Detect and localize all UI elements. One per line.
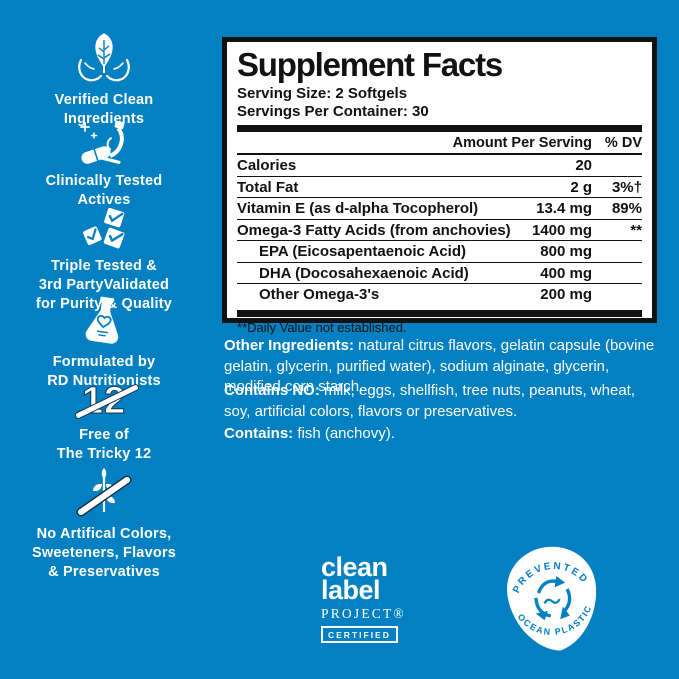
column-header-dv: % DV: [604, 135, 642, 151]
clean-label-certified-badge: CERTIFIED: [321, 626, 398, 643]
table-row-epa: EPA (Eicosapentaenoic Acid) 800 mg: [237, 240, 642, 262]
contains-label: Contains:: [224, 425, 294, 442]
clean-label-project-logo: clean label PROJECT® CERTIFIED: [321, 552, 406, 643]
sidebar-label-clinically-tested: Clinically Tested Actives: [45, 173, 163, 208]
clean-label-line1: clean: [321, 552, 388, 582]
sidebar-item-tricky-12: 12 Free of The Tricky 12: [0, 381, 208, 464]
sidebar-label-formulated-by: Formulated by RD Nutritionists: [47, 354, 161, 389]
divider-thick-top: [237, 125, 642, 132]
recycling-arrows-icon: [534, 579, 572, 618]
row-name: DHA (Docosahexaenoic Acid): [259, 264, 469, 282]
table-row-dha: DHA (Docosahexaenoic Acid) 400 mg: [237, 261, 642, 284]
row-name: Omega-3 Fatty Acids (from anchovies): [237, 221, 511, 239]
sidebar-item-no-artificial: No Artifical Colors, Sweeteners, Flavors…: [0, 464, 208, 582]
row-amount: 400 mg: [540, 264, 592, 282]
hands-leaf-icon: [78, 33, 130, 82]
contains-text: fish (anchovy).: [293, 425, 395, 442]
dv-footnote: **Daily Value not established.: [237, 319, 407, 335]
crossed-12-icon: 12: [73, 381, 140, 422]
other-ingredients-paragraph: Other Ingredients: natural citrus flavor…: [224, 336, 662, 398]
badge-shape: [507, 546, 597, 651]
row-amount: 20: [575, 157, 592, 174]
row-amount: 13.4 mg: [536, 200, 592, 217]
table-row-calories: Calories 20: [237, 155, 642, 176]
contains-no-label: Contains NO:: [224, 382, 320, 399]
no-wheat-icon: [76, 468, 132, 517]
row-dv: 89%: [611, 200, 642, 217]
row-name: Other Omega-3's: [259, 286, 380, 303]
row-dv: **: [630, 221, 642, 239]
row-amount: 200 mg: [540, 286, 592, 303]
row-name: EPA (Eicosapentaenoic Acid): [259, 243, 466, 260]
sidebar-label-no-artificial: No Artifical Colors, Sweeteners, Flavors…: [31, 526, 177, 580]
sidebar-item-formulated-by: Formulated by RD Nutritionists: [0, 294, 208, 391]
prevented-ocean-plastic-badge: PREVENTED OCEAN PLASTIC: [507, 546, 597, 651]
microscope-icon: [80, 120, 125, 164]
contains-no-paragraph: Contains NO: milk, eggs, shellfish, tree…: [224, 381, 662, 422]
row-amount: 1400 mg: [531, 221, 592, 239]
supplement-facts-title: Supplement Facts: [237, 46, 503, 83]
clean-label-line2: label: [321, 575, 381, 605]
column-header-amount: Amount Per Serving: [452, 135, 592, 151]
divider-thick-bottom: [237, 309, 642, 317]
recycling-arrowheads: [535, 575, 570, 621]
flask-heart-icon: [85, 296, 119, 344]
table-row-total-fat: Total Fat 2 g 3%†: [237, 175, 642, 198]
triple-check-icon: [83, 207, 125, 249]
serving-size: Serving Size: 2 Softgels: [237, 85, 408, 102]
sidebar-label-triple-tested: Triple Tested & 3rd PartyValidated for P…: [35, 258, 173, 312]
row-name: Calories: [237, 157, 297, 174]
row-amount: 800 mg: [540, 243, 592, 260]
supplement-facts-panel: Supplement Facts Serving Size: 2 Softgel…: [222, 37, 657, 335]
sidebar-label-verified-clean: Verified Clean Ingredients: [54, 92, 154, 127]
table-row-other-omega3: Other Omega-3's 200 mg: [237, 283, 642, 305]
contains-paragraph: Contains: fish (anchovy).: [224, 424, 662, 445]
table-row-omega3: Omega-3 Fatty Acids (from anchovies) 140…: [237, 218, 642, 241]
sidebar-label-tricky-12: Free of The Tricky 12: [56, 427, 152, 462]
table-row-vitamin-e: Vitamin E (as d-alpha Tocopherol) 13.4 m…: [237, 197, 642, 219]
row-name: Total Fat: [237, 178, 299, 196]
servings-per-container: Servings Per Container: 30: [237, 102, 429, 120]
sidebar-item-verified-clean: Verified Clean Ingredients: [0, 30, 208, 129]
other-ingredients-label: Other Ingredients:: [224, 337, 355, 354]
row-name: Vitamin E (as d-alpha Tocopherol): [237, 200, 479, 217]
contains-no-text: milk, eggs, shellfish, tree nuts, peanut…: [224, 382, 636, 420]
clean-label-project-text: PROJECT®: [321, 606, 406, 621]
row-amount: 2 g: [570, 178, 592, 196]
column-header-row: Amount Per Serving % DV: [237, 132, 642, 155]
row-dv: 3%†: [611, 178, 642, 196]
sidebar-item-triple-tested: Triple Tested & 3rd PartyValidated for P…: [0, 206, 208, 314]
sidebar-item-clinically-tested: Clinically Tested Actives: [0, 117, 208, 210]
other-ingredients-text: natural citrus flavors, gelatin capsule …: [224, 337, 655, 395]
